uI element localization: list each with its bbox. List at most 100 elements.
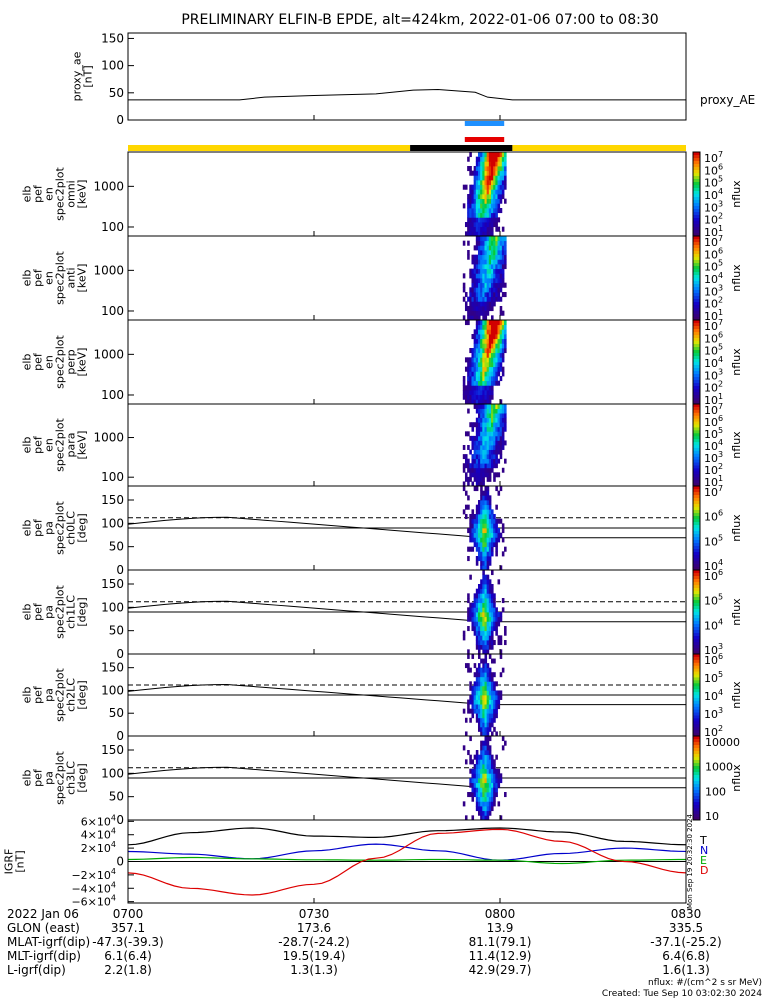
spectrogram-pixel <box>473 245 477 251</box>
spectrogram-pixel <box>493 528 496 534</box>
igrf-panel: 6×1044×1042×1040−2×104−4×104−6×104IGRF[n… <box>3 813 709 909</box>
spectrogram-pixel <box>467 654 470 659</box>
spectrogram-pixel <box>486 417 490 423</box>
spectrogram-pixel <box>482 203 485 209</box>
spectrogram-pixel <box>471 385 475 391</box>
spectrogram-pixel <box>488 626 492 632</box>
spectrogram-pixel <box>480 472 483 478</box>
spectrogram-pixel <box>475 644 479 650</box>
spectrogram-pixel <box>488 454 492 460</box>
spectrogram-pixel <box>482 490 485 496</box>
spectrogram-pixel <box>488 472 492 478</box>
orbit-row-value: 11.4(12.9) <box>469 949 532 963</box>
spectrogram-pixel <box>469 476 472 482</box>
spectrogram-pixel <box>486 329 490 335</box>
spectrogram-pixel <box>480 690 483 696</box>
spectrogram-pixel <box>480 708 483 714</box>
spectrogram-pixel <box>499 649 503 655</box>
spectrogram-pixel <box>504 166 507 172</box>
spectrogram-pixel <box>482 504 485 510</box>
spectrogram-pixel <box>480 787 483 793</box>
spectrogram-pixel <box>473 268 477 274</box>
spectrogram-pixel <box>488 334 492 340</box>
spectrogram-pixel <box>504 198 507 204</box>
spectrogram-pixel <box>484 259 488 265</box>
spectrogram-pixel <box>501 357 505 363</box>
spectrogram-pixel <box>497 287 501 293</box>
spectrogram-pixel <box>484 537 488 543</box>
spectrogram-pixel <box>471 357 475 363</box>
colorbar-segment <box>693 314 700 318</box>
spectrogram-pixel <box>475 217 479 223</box>
spectrogram-pixel <box>495 203 498 209</box>
colorbar-segment <box>693 212 700 216</box>
spectrogram-pixel <box>491 690 494 696</box>
spectrogram-pixel <box>482 565 485 571</box>
spectrogram-pixel <box>475 588 479 594</box>
spectrogram-pixel <box>475 458 479 464</box>
spectrogram-pixel <box>495 161 498 167</box>
colorbar-segment <box>693 218 700 222</box>
spectrogram-pixel <box>501 236 505 242</box>
spectrogram-pixel <box>504 640 507 646</box>
spectrogram-pixel <box>477 542 481 548</box>
spectrogram-pixel <box>488 509 492 515</box>
colorbar-segment <box>693 790 700 794</box>
spectrogram-pixel <box>493 759 496 765</box>
spectrogram-pixel <box>484 810 488 816</box>
spectrogram-pixel <box>467 296 470 302</box>
spectrogram-pixel <box>491 588 494 594</box>
spectrogram-pixel <box>486 287 490 293</box>
spectrogram-pixel <box>486 773 490 779</box>
spectrogram-pixel <box>491 681 494 687</box>
spectrogram-pixel <box>493 343 496 349</box>
spectrogram-pixel <box>482 740 485 746</box>
spectrogram-pixel <box>484 152 488 158</box>
spectrogram-pixel <box>482 324 485 330</box>
spectrogram-pixel <box>477 240 481 246</box>
colorbar-segment <box>693 721 700 725</box>
colorbar-tick-label: 103 <box>704 450 723 465</box>
spectrogram-pixel <box>488 745 492 751</box>
colorbar-segment <box>693 686 700 690</box>
spectrogram-pixel <box>469 273 472 279</box>
spectrogram-pixel <box>471 310 475 316</box>
spectrogram-pixel <box>495 690 498 696</box>
spectrogram-pixel <box>471 212 475 218</box>
colorbar-segment <box>693 642 700 646</box>
spectrogram-pixel <box>486 588 490 594</box>
spectrogram-pixel <box>486 754 490 760</box>
spectrogram-pixel <box>484 222 488 228</box>
spectrogram-pixel <box>467 394 470 400</box>
spectrogram-pixel <box>488 222 492 228</box>
spectrogram-pixel <box>467 357 470 363</box>
spectrogram-pixel <box>475 362 479 368</box>
spectrogram-pixel <box>482 254 485 260</box>
spectrogram-pixel <box>491 175 494 181</box>
spectrogram-pixel <box>480 509 483 515</box>
y-tick-label: −6×104 <box>71 894 116 909</box>
spectrogram-pixel <box>480 792 483 798</box>
spectrogram-pixel <box>482 426 485 432</box>
spectrogram-pixel <box>477 612 481 618</box>
spectrogram-pixel <box>491 685 494 691</box>
spectrogram-pixel <box>493 458 496 464</box>
spectrogram-pixel <box>495 630 498 636</box>
spectrogram-pixel <box>480 236 483 242</box>
spectrogram-pixel <box>477 390 481 396</box>
spectrogram-pixel <box>471 514 475 520</box>
y-axis-label: IGRF <box>3 849 16 875</box>
colorbar-tick-label: 104 <box>704 355 723 370</box>
spectrogram-pixel <box>480 607 483 613</box>
spectrogram-pixel <box>499 486 503 492</box>
spectrogram-pixel <box>484 523 488 529</box>
spectrogram-pixel <box>486 509 490 515</box>
x-tick-label: 0730 <box>299 907 330 921</box>
spectrogram-pixel <box>469 189 472 195</box>
colorbar-segment <box>693 365 700 369</box>
spectrogram-pixel <box>497 236 501 242</box>
colorbar-tick-label: 106 <box>704 162 723 177</box>
colorbar-segment <box>693 395 700 399</box>
y-tick-label: 100 <box>101 470 124 484</box>
spectrogram-pixel <box>484 635 488 641</box>
